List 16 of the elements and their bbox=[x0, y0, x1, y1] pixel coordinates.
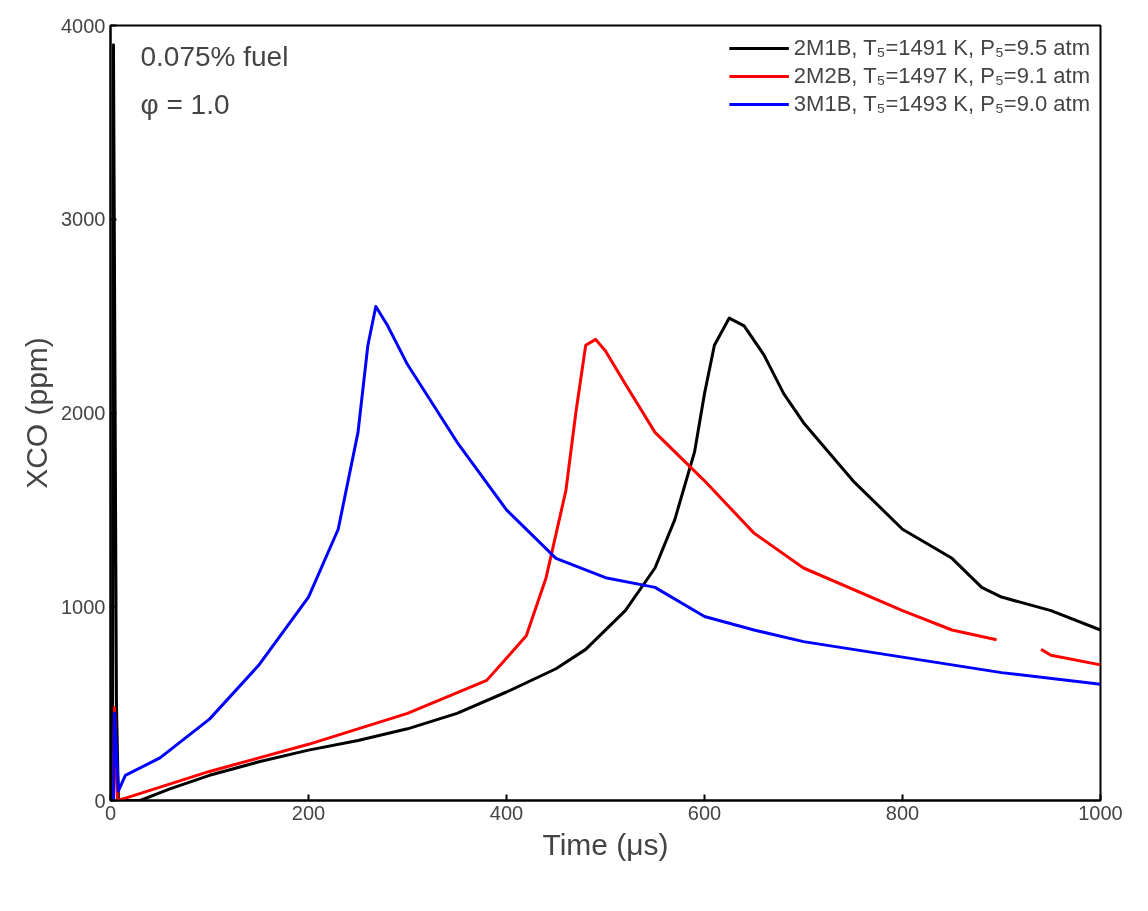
y-tick-label: 1000 bbox=[61, 595, 106, 618]
annotation: φ = 1.0 bbox=[140, 88, 230, 120]
x-tick-label: 800 bbox=[885, 801, 920, 824]
legend-label: 2M1B, T₅=1491 K, P₅=9.5 atm bbox=[793, 35, 1090, 61]
x-tick-label: 200 bbox=[291, 801, 326, 824]
y-axis-title: XCO (ppm) bbox=[20, 337, 54, 489]
y-tick-label: 3000 bbox=[61, 208, 106, 231]
x-tick-label: 600 bbox=[687, 801, 722, 824]
legend-label: 3M1B, T₅=1493 K, P₅=9.0 atm bbox=[793, 91, 1090, 117]
y-tick-label: 2000 bbox=[61, 402, 106, 424]
x-tick-label: 1000 bbox=[1078, 801, 1123, 824]
annotation: 0.075% fuel bbox=[140, 40, 289, 72]
y-tick-label: 4000 bbox=[61, 14, 106, 37]
x-axis-title: Time (μs) bbox=[542, 827, 669, 861]
x-tick-label: 400 bbox=[489, 801, 524, 824]
legend-label: 2M2B, T₅=1497 K, P₅=9.1 atm bbox=[793, 63, 1090, 89]
